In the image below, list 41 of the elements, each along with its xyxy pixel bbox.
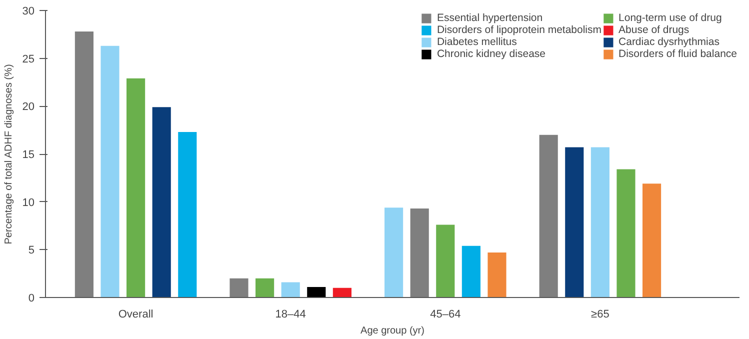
- bar: [642, 184, 662, 298]
- bar: [230, 278, 248, 298]
- x-tick-label: 18–44: [275, 308, 306, 320]
- x-tick-label: ≥65: [591, 308, 610, 320]
- y-tick-label: 5: [28, 244, 35, 257]
- y-tick-label: 25: [22, 53, 35, 66]
- bar: [256, 278, 274, 298]
- bar: [307, 286, 326, 298]
- legend-label: Abuse of drugs: [618, 24, 690, 36]
- bar: [462, 246, 480, 298]
- legend-label: Disorders of fluid balance: [618, 48, 737, 60]
- legend-label: Disorders of lipoprotein metabolism: [436, 24, 602, 36]
- legend-label: Long-term use of drug: [618, 12, 722, 24]
- bar: [565, 147, 584, 298]
- legend-label: Diabetes mellitus: [436, 36, 517, 48]
- bar: [410, 208, 429, 298]
- legend-label: Essential hypertension: [436, 12, 543, 24]
- y-tick-label: 30: [22, 6, 35, 18]
- bar: [616, 169, 636, 298]
- y-tick-label: 20: [22, 101, 35, 114]
- y-axis-title: Percentage of total ADHF diagnoses (%): [3, 64, 14, 244]
- bar: [590, 147, 610, 298]
- bar: [539, 134, 558, 298]
- bar: [152, 107, 171, 298]
- y-tick-label: 15: [22, 149, 35, 161]
- legend-label: Chronic kidney disease: [436, 48, 546, 60]
- bar: [332, 288, 352, 298]
- legend-label: Cardiac dysrhythmias: [618, 36, 720, 48]
- bar: [488, 252, 506, 298]
- bar: [74, 32, 94, 298]
- bar: [100, 46, 120, 298]
- bar: [436, 224, 455, 298]
- x-axis-title: Age group (yr): [360, 326, 424, 336]
- x-tick-label: 45–64: [430, 308, 461, 320]
- bar: [384, 208, 404, 298]
- x-tick-label: Overall: [118, 308, 154, 320]
- y-tick-label: 10: [22, 196, 35, 209]
- y-tick-label: 0: [28, 292, 35, 304]
- bar: [126, 78, 146, 298]
- bar: [178, 132, 197, 298]
- bar: [281, 282, 300, 298]
